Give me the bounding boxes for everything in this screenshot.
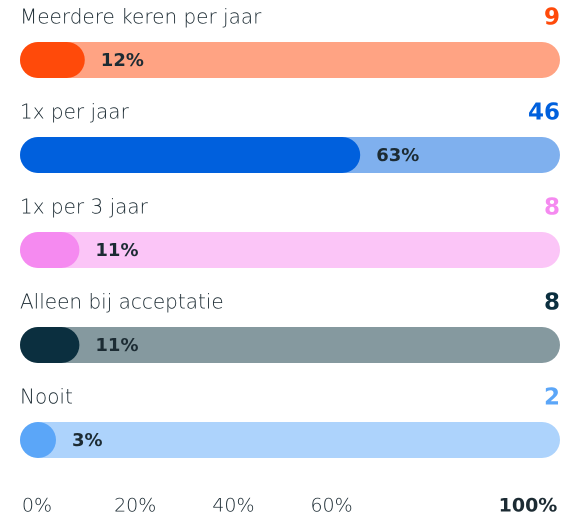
value-label: 12% (101, 50, 144, 71)
category-label: Meerdere keren per jaar (20, 5, 262, 29)
value-label: 11% (95, 240, 138, 261)
count-label: 8 (544, 195, 560, 221)
value-label: 3% (72, 430, 103, 451)
x-tick-label: 40% (212, 495, 254, 516)
category-label: 1x per jaar (20, 100, 130, 124)
bar (20, 42, 85, 78)
count-label: 46 (528, 100, 560, 126)
category-label: Nooit (20, 385, 73, 409)
x-tick-label: 60% (310, 495, 352, 516)
count-label: 9 (544, 5, 560, 31)
x-tick-label: 0% (22, 495, 52, 516)
bar (20, 327, 80, 363)
bar-track (20, 232, 560, 268)
value-label: 11% (95, 335, 138, 356)
count-label: 2 (544, 385, 560, 411)
count-label: 8 (544, 290, 560, 316)
category-label: 1x per 3 jaar (20, 195, 149, 219)
bar-track (20, 327, 560, 363)
bar (20, 232, 80, 268)
x-tick-label: 20% (114, 495, 156, 516)
value-label: 63% (376, 145, 419, 166)
x-tick-label: 100% (499, 495, 558, 516)
bar-track (20, 422, 560, 458)
bar (20, 422, 56, 458)
bar-track (20, 42, 560, 78)
category-label: Alleen bij acceptatie (20, 290, 224, 314)
bar (20, 137, 361, 173)
